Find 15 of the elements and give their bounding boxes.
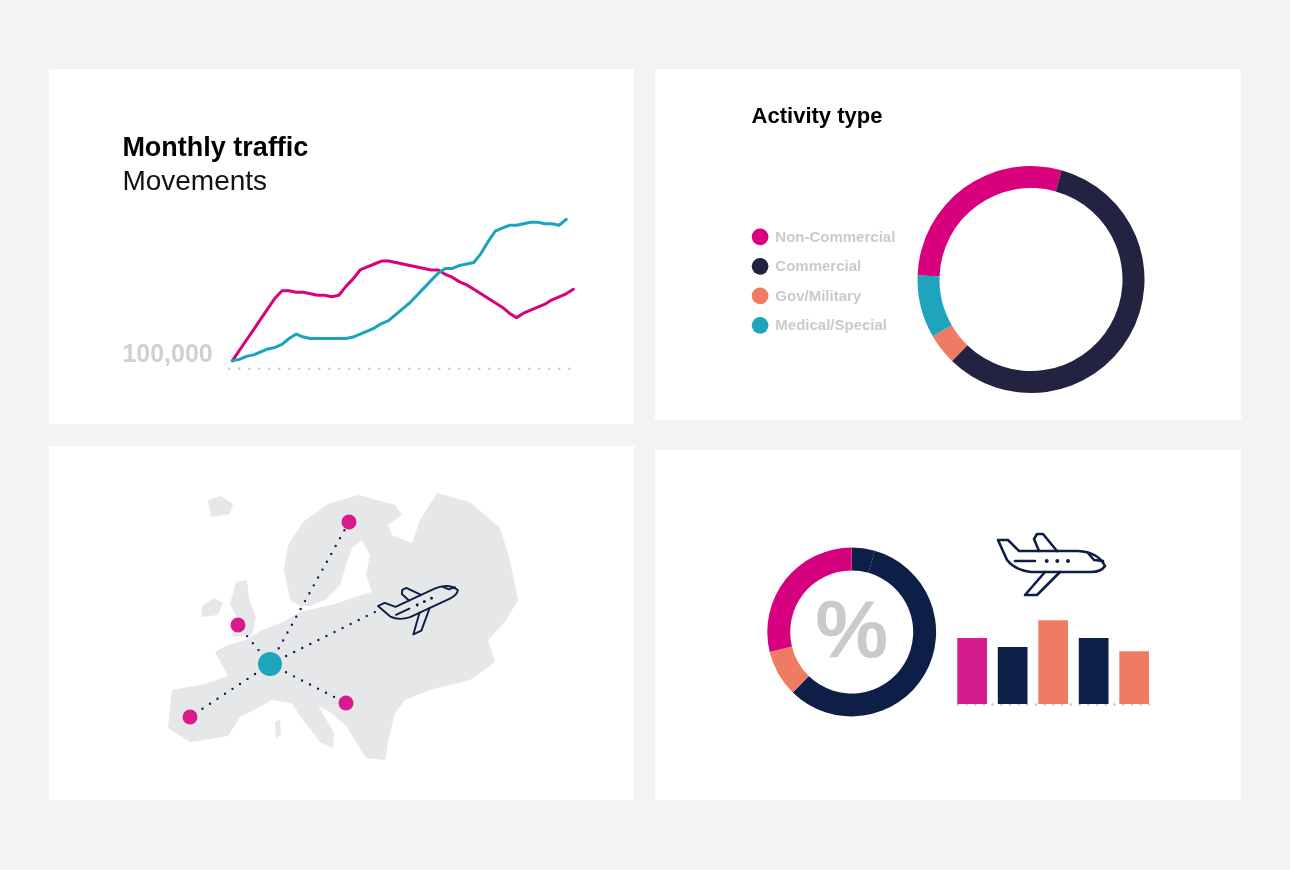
chart-title: Activity type — [751, 103, 883, 128]
donut-slice — [917, 275, 952, 337]
bar — [1078, 637, 1109, 704]
text: % — [815, 583, 889, 674]
bar — [1119, 651, 1149, 704]
chart-title: Monthly traffic — [122, 131, 309, 162]
bar — [957, 637, 987, 704]
bar — [997, 647, 1028, 704]
donut-slice — [917, 166, 1062, 277]
donut-slice — [932, 325, 968, 361]
donut-slice — [951, 170, 1145, 393]
donut-slice — [769, 646, 809, 693]
donut-slice — [792, 550, 937, 717]
chart-subtitle: Movements — [122, 164, 268, 196]
bar — [1038, 620, 1068, 704]
